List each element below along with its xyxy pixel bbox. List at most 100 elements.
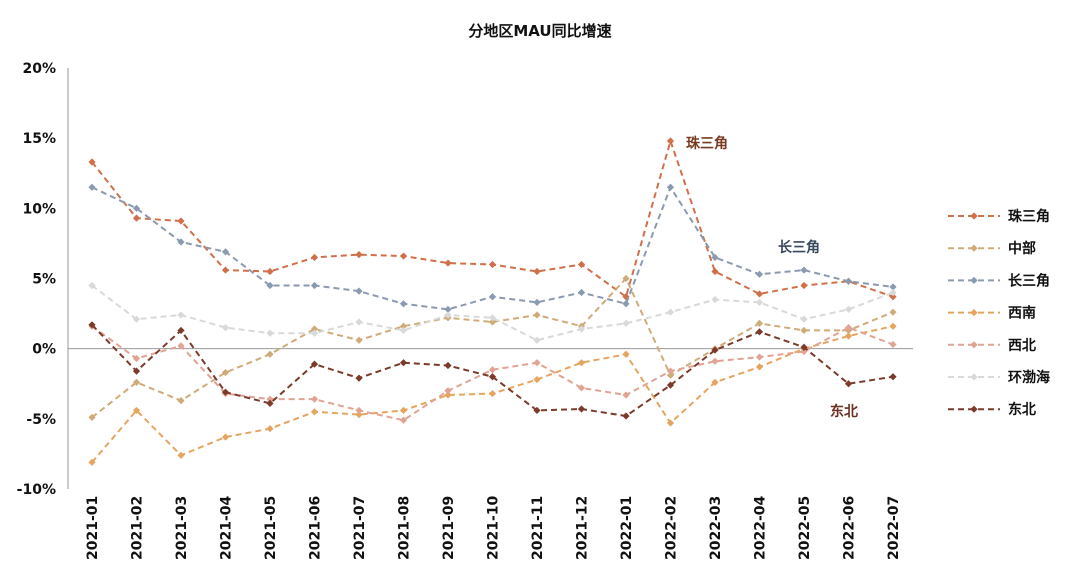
data-point [221,248,230,256]
data-point [755,290,764,298]
data-point [711,357,719,365]
data-point [755,319,764,328]
data-point [488,314,497,322]
y-tick-label: 0% [32,342,56,358]
data-point [132,406,141,415]
data-point [666,308,675,316]
x-tick-label: 2021-06 [308,496,324,560]
data-point [488,318,497,326]
data-point [800,281,808,290]
data-point [844,332,853,340]
data-point [666,183,675,191]
data-point [88,183,96,191]
data-point [889,373,897,381]
legend-item: 珠三角 [948,208,1050,225]
data-point [132,367,141,375]
legend-marker [970,405,978,413]
x-tick-label: 2022-05 [797,496,813,560]
x-tick-label: 2022-03 [708,496,724,560]
legend-label: 东北 [1008,401,1036,418]
data-point [221,388,230,396]
data-point [399,326,408,335]
legend-item: 西南 [948,305,1036,322]
data-point [577,260,586,269]
data-point [577,405,586,413]
data-point [533,267,541,276]
data-point [488,373,497,381]
x-tick-label: 2022-02 [664,496,680,560]
data-point [266,267,274,276]
x-tick-label: 2021-12 [575,496,591,560]
x-tick-label: 2022-06 [842,496,858,560]
data-point [177,451,185,459]
y-tick-label: -5% [26,412,56,428]
x-tick-label: 2021-01 [85,496,101,560]
data-point [88,458,96,466]
data-point [889,288,897,297]
data-point [577,325,586,333]
y-tick-label: 20% [22,61,56,77]
legend-item: 东北 [948,401,1036,418]
x-tick-label: 2022-04 [753,495,769,560]
legend-label: 长三角 [1008,272,1050,289]
data-point [711,253,719,262]
data-point [444,361,452,370]
legend-marker [970,276,978,284]
data-point [666,367,675,375]
data-point [755,328,764,336]
data-point [488,260,497,269]
legend-item: 中部 [948,240,1036,257]
data-point [622,300,630,308]
data-point [132,315,141,323]
data-point [221,433,230,441]
series-1 [88,137,897,301]
data-point [577,288,586,297]
data-point [889,308,897,316]
data-point [266,329,274,337]
x-tick-label: 2021-08 [397,496,413,560]
data-point [711,346,719,354]
data-point [800,326,808,335]
y-tick-label: 10% [22,201,56,217]
legend-marker [970,309,978,317]
legend-marker [970,244,978,252]
data-point [622,391,630,399]
data-point [889,293,897,301]
data-point [488,366,497,374]
data-point [88,413,96,422]
series-3 [88,183,897,313]
data-point [444,391,452,399]
x-tick-label: 2021-05 [263,496,279,560]
data-point [310,253,319,262]
legend-marker [970,341,978,349]
x-tick-label: 2021-09 [441,496,457,560]
legend-label: 西北 [1008,338,1036,354]
data-point [755,270,764,278]
data-point [355,374,363,382]
data-point [488,389,497,398]
data-point [444,387,452,395]
data-point [844,277,853,285]
data-point [711,267,719,276]
data-point [177,396,185,405]
data-point [355,411,363,419]
data-point [399,252,408,260]
data-point [666,137,675,145]
x-tick-label: 2021-07 [352,496,368,560]
data-point [132,354,141,363]
data-point [310,360,319,368]
data-point [533,375,541,384]
data-point [266,281,274,290]
x-tick-label: 2022-01 [619,496,635,560]
y-tick-label: 15% [22,131,56,147]
data-point [755,298,764,306]
data-point [88,281,96,290]
data-point [310,408,319,416]
legend-item: 西北 [948,338,1036,354]
data-point [221,324,230,332]
y-tick-label: -10% [17,482,56,498]
data-point [310,325,319,333]
data-point [399,300,408,308]
data-point [800,315,808,323]
